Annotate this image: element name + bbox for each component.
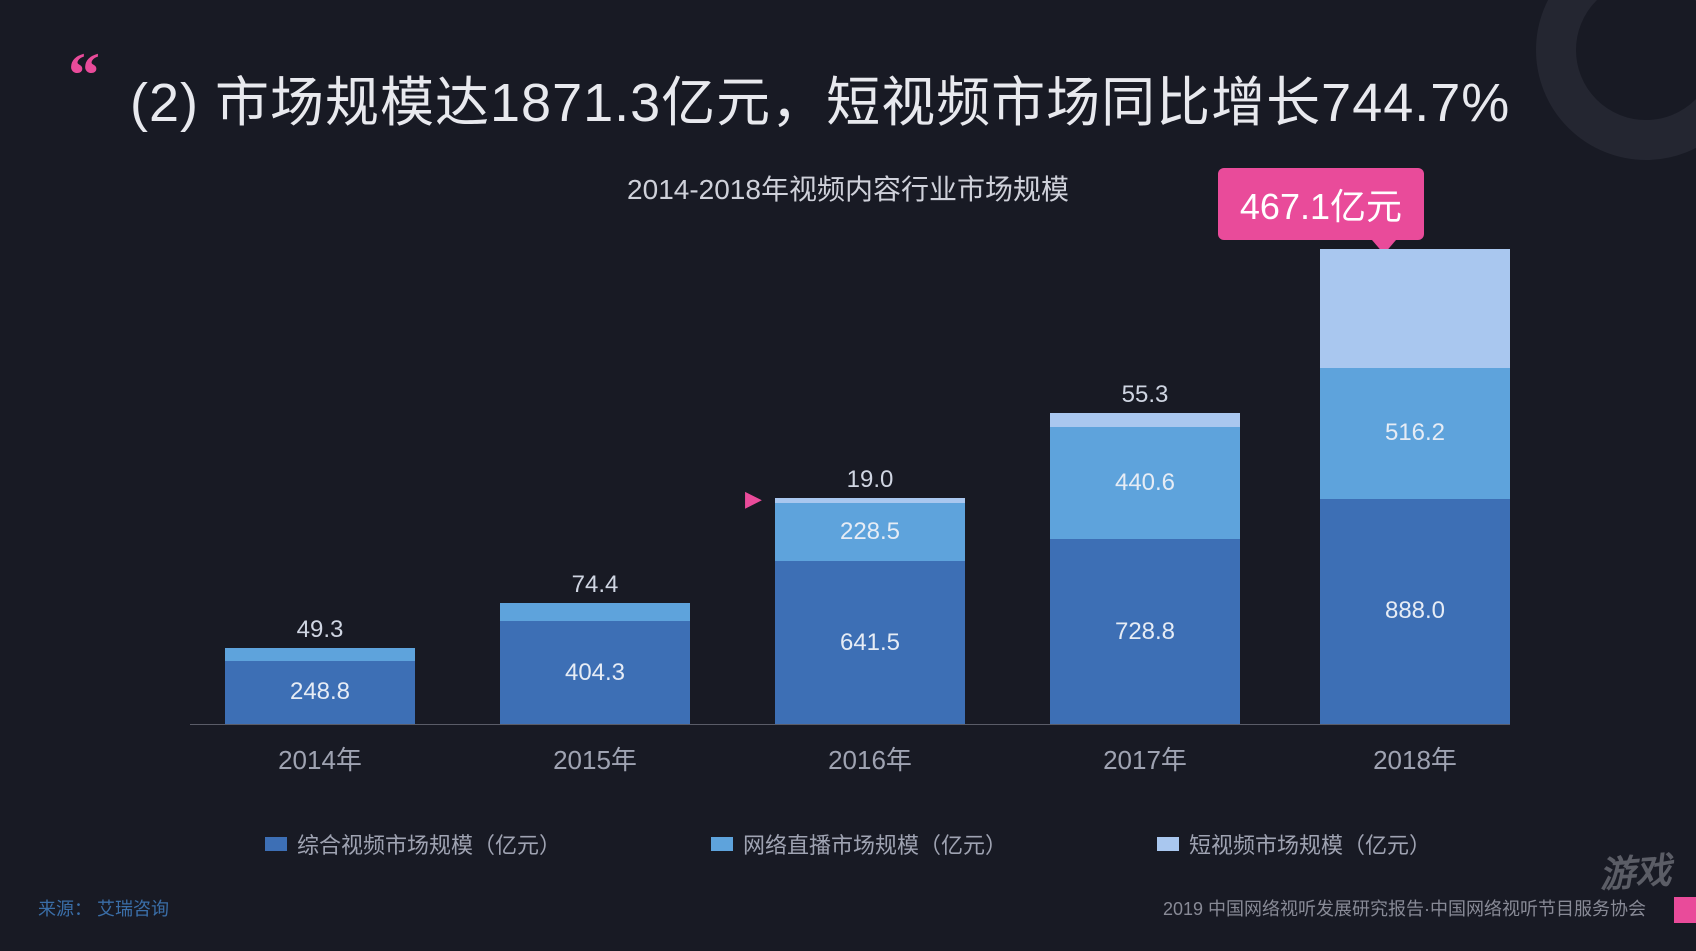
bar-value-label: 440.6	[1115, 469, 1175, 497]
legend-swatch	[711, 837, 733, 851]
bar-value-label: 74.4	[500, 571, 690, 599]
bar-segment: 55.3	[1050, 413, 1240, 427]
bar-value-label: 404.3	[565, 659, 625, 687]
bar-segment: 19.0	[775, 498, 965, 503]
bar-segment	[1320, 249, 1510, 368]
chart-area: 248.8 49.3 404.3 74.4 641.5 228.5 19.0 ▶ 728.8 44…	[190, 250, 1510, 800]
bar-segment: 641.5	[775, 561, 965, 724]
chart-plot: 248.8 49.3 404.3 74.4 641.5 228.5 19.0 ▶ 728.8 44…	[190, 250, 1510, 725]
bar-group: 728.8 440.6 55.3	[1050, 413, 1240, 724]
bar-group: 888.0 516.2	[1320, 249, 1510, 724]
footer-text: 2019 中国网络视听发展研究报告·中国网络视听节目服务协会	[1163, 895, 1646, 921]
bar-value-label: 516.2	[1385, 419, 1445, 447]
bar-segment: 49.3	[225, 648, 415, 661]
bar-group: 248.8 49.3	[225, 648, 415, 724]
legend-item: 短视频市场规模（亿元）	[1157, 828, 1431, 860]
legend-swatch	[1157, 837, 1179, 851]
x-axis-label: 2018年	[1320, 740, 1510, 777]
x-axis-label: 2016年	[775, 740, 965, 777]
chart-legend: 综合视频市场规模（亿元） 网络直播市场规模（亿元） 短视频市场规模（亿元）	[0, 828, 1696, 860]
footer-accent	[1674, 897, 1696, 923]
callout-badge: 467.1亿元	[1218, 168, 1424, 240]
x-axis-label: 2015年	[500, 740, 690, 777]
bar-value-label: 888.0	[1385, 597, 1445, 625]
page-title: (2) 市场规模达1871.3亿元，短视频市场同比增长744.7%	[130, 58, 1510, 137]
bar-segment: 888.0	[1320, 499, 1510, 724]
legend-label: 短视频市场规模（亿元）	[1189, 828, 1431, 860]
ring-decoration	[1536, 0, 1696, 160]
bar-segment: 228.5	[775, 503, 965, 561]
bar-segment: 74.4	[500, 603, 690, 622]
source-citation: 来源： 艾瑞咨询	[38, 895, 169, 921]
bar-value-label: 728.8	[1115, 618, 1175, 646]
bar-segment: 248.8	[225, 661, 415, 724]
quote-decoration-icon: “	[68, 38, 95, 112]
bar-value-label: 55.3	[1050, 381, 1240, 409]
bar-segment: 728.8	[1050, 539, 1240, 724]
bar-segment: 440.6	[1050, 427, 1240, 539]
legend-label: 网络直播市场规模（亿元）	[743, 828, 1007, 860]
x-axis-label: 2014年	[225, 740, 415, 777]
bar-value-label: 641.5	[840, 629, 900, 657]
bar-value-label: 19.0	[775, 466, 965, 494]
watermark: 游戏	[1597, 842, 1672, 899]
bar-value-label: 228.5	[840, 518, 900, 546]
callout-text: 467.1亿元	[1240, 186, 1402, 227]
bar-value-label: 49.3	[225, 616, 415, 644]
legend-label: 综合视频市场规模（亿元）	[297, 828, 561, 860]
marker-icon: ▶	[745, 486, 762, 512]
bar-group: 641.5228.519.0▶	[775, 498, 965, 724]
source-label: 来源：	[38, 899, 92, 919]
legend-item: 网络直播市场规模（亿元）	[711, 828, 1007, 860]
bar-group: 404.3 74.4	[500, 603, 690, 725]
source-value: 艾瑞咨询	[97, 899, 169, 919]
legend-swatch	[265, 837, 287, 851]
legend-item: 综合视频市场规模（亿元）	[265, 828, 561, 860]
x-axis-label: 2017年	[1050, 740, 1240, 777]
chart-subtitle: 2014-2018年视频内容行业市场规模	[0, 168, 1696, 208]
bar-segment: 404.3	[500, 621, 690, 724]
bar-segment: 516.2	[1320, 368, 1510, 499]
bar-value-label: 248.8	[290, 678, 350, 706]
